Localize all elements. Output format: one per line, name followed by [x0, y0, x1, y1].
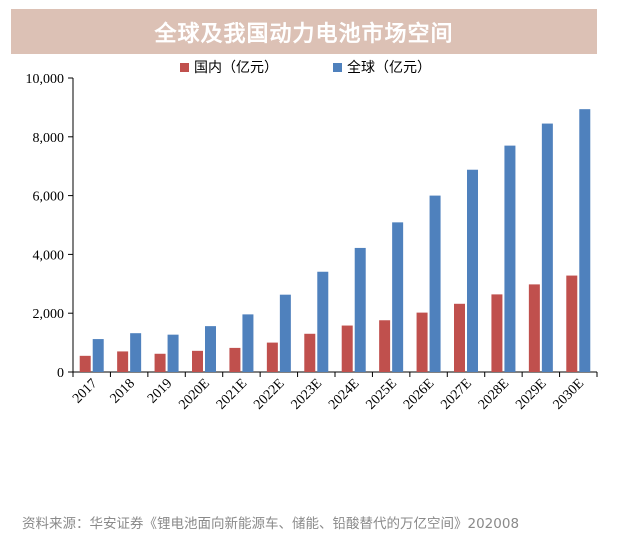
legend-swatch [180, 63, 189, 72]
bar-domestic-2030E [566, 275, 578, 372]
x-tick-label: 2028E [476, 376, 512, 412]
bar-global-2017 [92, 339, 104, 372]
y-tick-label: 2,000 [33, 307, 65, 322]
bar-global-2018 [130, 333, 142, 372]
title-banner: 全球及我国动力电池市场空间 [11, 9, 597, 54]
bar-global-2028E [504, 145, 516, 372]
x-tick-label: 2024E [326, 376, 362, 412]
x-tick-label: 2018 [108, 376, 138, 406]
legend-label: 全球（亿元） [347, 59, 431, 76]
bar-global-2026E [429, 195, 441, 372]
x-tick-label: 2026E [401, 376, 437, 412]
y-tick-label: 0 [57, 366, 64, 381]
bar-global-2024E [354, 247, 366, 372]
x-tick-label: 2022E [251, 376, 287, 412]
bar-domestic-2027E [454, 303, 465, 372]
bar-global-2019 [167, 334, 179, 372]
legend-label: 国内（亿元） [194, 60, 278, 76]
y-tick-label: 6,000 [33, 190, 65, 205]
bar-domestic-2029E [528, 284, 540, 372]
x-tick-label: 2021E [214, 376, 250, 412]
bar-domestic-2017 [79, 355, 91, 372]
chart-title: 全球及我国动力电池市场空间 [154, 21, 454, 47]
x-tick-label: 2027E [438, 376, 474, 412]
bar-global-2020E [205, 326, 216, 372]
bar-global-2029E [541, 123, 553, 372]
bar-domestic-2028E [491, 294, 503, 372]
bar-domestic-2026E [416, 312, 428, 372]
x-tick-label: 2019 [145, 376, 175, 406]
y-tick-label: 10,000 [26, 72, 65, 87]
bar-domestic-2019 [154, 353, 166, 372]
legend-swatch [333, 63, 342, 72]
x-tick-label: 2023E [289, 376, 325, 412]
x-tick-label: 2029E [513, 376, 549, 412]
x-tick-label: 2025E [364, 376, 400, 412]
source-note: 资料来源：华安证券《锂电池面向新能源车、储能、铅酸替代的万亿空间》202008 [22, 516, 520, 532]
y-tick-label: 4,000 [33, 248, 65, 263]
bar-global-2025E [392, 222, 404, 372]
x-tick-label: 2020E [176, 376, 212, 412]
bar-global-2021E [242, 314, 254, 372]
bar-domestic-2025E [379, 320, 391, 372]
bar-global-2030E [579, 109, 591, 372]
bar-global-2027E [467, 169, 478, 372]
bar-domestic-2020E [192, 350, 203, 372]
bar-global-2023E [317, 271, 329, 372]
bar-domestic-2022E [266, 342, 278, 372]
x-tick-label: 2030E [551, 376, 587, 412]
x-tick-label: 2017 [70, 376, 100, 406]
bar-domestic-2024E [341, 325, 353, 372]
bar-domestic-2018 [117, 351, 129, 372]
bar-global-2022E [279, 294, 291, 372]
y-tick-label: 8,000 [33, 131, 65, 146]
bar-domestic-2021E [229, 347, 241, 372]
bar-domestic-2023E [304, 333, 316, 372]
